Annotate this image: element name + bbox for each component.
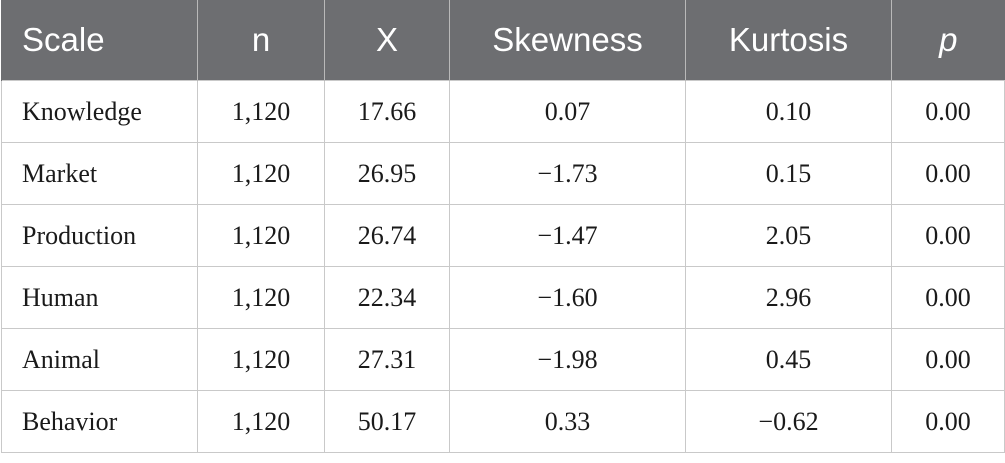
- cell-p: 0.00: [891, 266, 1005, 329]
- cell-n: 1,120: [197, 204, 325, 267]
- header-skewness: Skewness: [449, 0, 686, 81]
- cell-kurtosis: 0.15: [685, 142, 892, 205]
- table-body: Knowledge 1,120 17.66 0.07 0.10 0.00 Mar…: [1, 80, 1005, 453]
- cell-scale: Production: [1, 204, 198, 267]
- cell-x: 50.17: [324, 390, 450, 453]
- cell-skewness: 0.33: [449, 390, 686, 453]
- table-row: Knowledge 1,120 17.66 0.07 0.10 0.00: [1, 80, 1005, 143]
- cell-skewness: −1.47: [449, 204, 686, 267]
- header-n: n: [197, 0, 325, 81]
- header-kurtosis: Kurtosis: [685, 0, 892, 81]
- cell-n: 1,120: [197, 80, 325, 143]
- cell-skewness: −1.60: [449, 266, 686, 329]
- cell-kurtosis: 0.10: [685, 80, 892, 143]
- statistics-table: Scale n X Skewness Kurtosis p Knowledge …: [1, 0, 1005, 453]
- table-header: Scale n X Skewness Kurtosis p: [1, 0, 1005, 81]
- cell-scale: Behavior: [1, 390, 198, 453]
- cell-kurtosis: 0.45: [685, 328, 892, 391]
- header-x: X: [324, 0, 450, 81]
- cell-x: 22.34: [324, 266, 450, 329]
- cell-p: 0.00: [891, 204, 1005, 267]
- cell-skewness: −1.98: [449, 328, 686, 391]
- table-row: Behavior 1,120 50.17 0.33 −0.62 0.00: [1, 390, 1005, 453]
- header-row: Scale n X Skewness Kurtosis p: [1, 0, 1005, 81]
- cell-scale: Knowledge: [1, 80, 198, 143]
- cell-skewness: 0.07: [449, 80, 686, 143]
- header-scale: Scale: [1, 0, 198, 81]
- cell-scale: Animal: [1, 328, 198, 391]
- cell-x: 26.74: [324, 204, 450, 267]
- cell-skewness: −1.73: [449, 142, 686, 205]
- cell-p: 0.00: [891, 80, 1005, 143]
- cell-scale: Human: [1, 266, 198, 329]
- cell-kurtosis: 2.05: [685, 204, 892, 267]
- cell-x: 26.95: [324, 142, 450, 205]
- cell-x: 17.66: [324, 80, 450, 143]
- cell-p: 0.00: [891, 390, 1005, 453]
- cell-p: 0.00: [891, 142, 1005, 205]
- cell-n: 1,120: [197, 142, 325, 205]
- cell-n: 1,120: [197, 390, 325, 453]
- cell-n: 1,120: [197, 328, 325, 391]
- cell-kurtosis: 2.96: [685, 266, 892, 329]
- table-row: Animal 1,120 27.31 −1.98 0.45 0.00: [1, 328, 1005, 391]
- cell-kurtosis: −0.62: [685, 390, 892, 453]
- cell-n: 1,120: [197, 266, 325, 329]
- table-row: Market 1,120 26.95 −1.73 0.15 0.00: [1, 142, 1005, 205]
- table-row: Human 1,120 22.34 −1.60 2.96 0.00: [1, 266, 1005, 329]
- cell-x: 27.31: [324, 328, 450, 391]
- cell-p: 0.00: [891, 328, 1005, 391]
- header-p: p: [891, 0, 1005, 81]
- table-row: Production 1,120 26.74 −1.47 2.05 0.00: [1, 204, 1005, 267]
- cell-scale: Market: [1, 142, 198, 205]
